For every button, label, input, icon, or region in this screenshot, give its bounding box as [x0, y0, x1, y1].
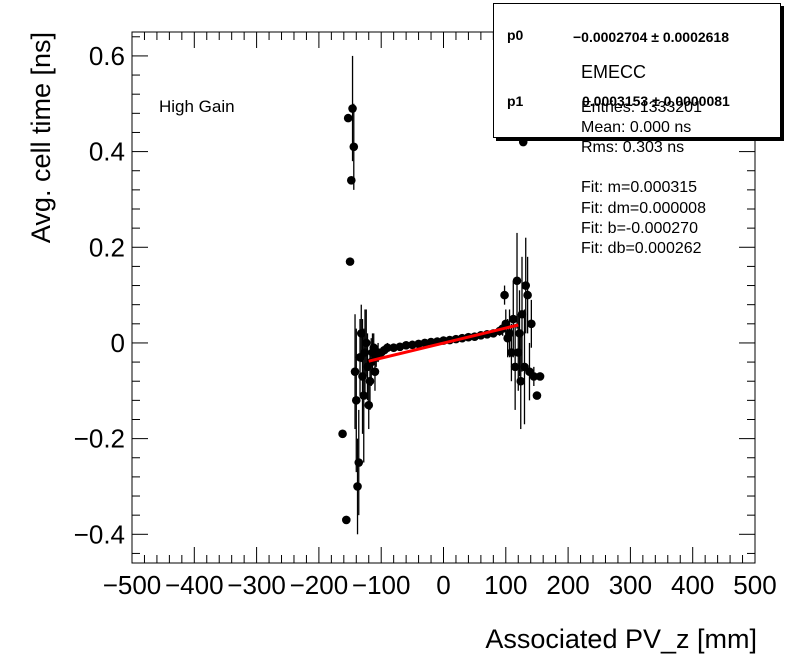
x-tick-label: 300: [609, 570, 652, 600]
data-point: [500, 290, 509, 300]
data-point: [345, 257, 355, 266]
x-tick-label: −300: [227, 570, 286, 600]
data-point: [513, 348, 523, 357]
data-point: [342, 515, 351, 525]
data-point: [353, 482, 362, 491]
data-point: [505, 329, 514, 338]
data-point: [358, 372, 367, 381]
stats-fit-db: Fit: db=0.000262: [581, 240, 702, 257]
data-point: [532, 391, 542, 400]
x-tick-label: 400: [671, 570, 714, 600]
data-point: [359, 391, 369, 400]
high-gain-annotation: High Gain: [159, 97, 235, 116]
fit-p0-name: p0: [507, 27, 524, 43]
fit-parameters-box: [493, 3, 781, 138]
x-tick-label: 100: [484, 570, 527, 600]
x-tick-label: 500: [733, 570, 776, 600]
data-point: [529, 372, 539, 381]
x-tick-label: −100: [352, 570, 411, 600]
y-tick-label: −0.4: [74, 519, 125, 549]
x-tick-label: 0: [436, 570, 450, 600]
x-tick-label: −200: [290, 570, 349, 600]
stats-rms: Rms: 0.303 ns: [581, 139, 685, 156]
data-point: [356, 329, 366, 338]
x-tick-label: 200: [546, 570, 589, 600]
data-point: [365, 376, 375, 386]
data-point: [507, 348, 516, 357]
y-axis-ticks: −0.4 −0.2 0 0.2 0.4 0.6: [74, 36, 755, 554]
data-point: [361, 338, 371, 348]
stats-fit-m: Fit: m=0.000315: [581, 179, 698, 196]
x-axis-label: Associated PV_z [mm]: [485, 624, 757, 654]
data-point: [338, 429, 347, 439]
fit-p1-value: 0.0003153 ± 0.0000081: [582, 93, 730, 109]
data-point: [517, 309, 527, 319]
fit-p0-value: −0.0002704 ± 0.0002618: [573, 29, 729, 45]
y-tick-label: 0.2: [89, 232, 125, 262]
data-point: [360, 348, 370, 357]
data-point: [348, 104, 357, 113]
stats-entries: Entries: 1333201: [581, 99, 702, 116]
data-point: [510, 362, 520, 372]
data-point: [508, 314, 518, 324]
data-point: [516, 376, 526, 386]
fit-line-group: [368, 323, 519, 363]
fit-line: [368, 323, 519, 363]
x-tick-label: −400: [165, 570, 224, 600]
data-point: [349, 142, 359, 152]
data-point: [512, 276, 522, 286]
x-axis-ticks: −500 −400 −300 −200 −100 0 100 200 300 400 500: [103, 32, 777, 600]
stats-title: EMECC: [581, 62, 647, 82]
y-tick-label: 0.6: [89, 41, 125, 71]
data-point: [518, 137, 528, 147]
y-tick-label: −0.2: [74, 424, 125, 454]
data-point: [515, 329, 524, 338]
y-tick-label: 0.4: [89, 137, 125, 167]
data-point: [383, 343, 392, 353]
stats-fit-dm: Fit: dm=0.000008: [581, 200, 706, 217]
x-tick-label: −500: [103, 570, 162, 600]
axis-labels: Associated PV_z [mm] Avg. cell time [ns]: [26, 32, 757, 654]
fit-p1-name: p1: [507, 93, 524, 109]
y-tick-label: 0: [111, 328, 125, 358]
data-point: [535, 372, 545, 381]
data-point: [527, 319, 536, 329]
data-point: [346, 175, 356, 185]
data-point: [401, 341, 411, 350]
stats-mean: Mean: 0.000 ns: [581, 119, 692, 136]
data-point: [521, 281, 531, 290]
data-point: [523, 290, 532, 300]
data-point: [370, 367, 380, 376]
stats-fit-b: Fit: b=-0.000270: [581, 220, 698, 237]
data-point: [350, 367, 360, 376]
data-point: [351, 396, 361, 405]
y-axis-label: Avg. cell time [ns]: [26, 32, 56, 243]
data-point: [364, 400, 374, 410]
data-point: [343, 113, 353, 123]
data-point: [354, 458, 364, 467]
